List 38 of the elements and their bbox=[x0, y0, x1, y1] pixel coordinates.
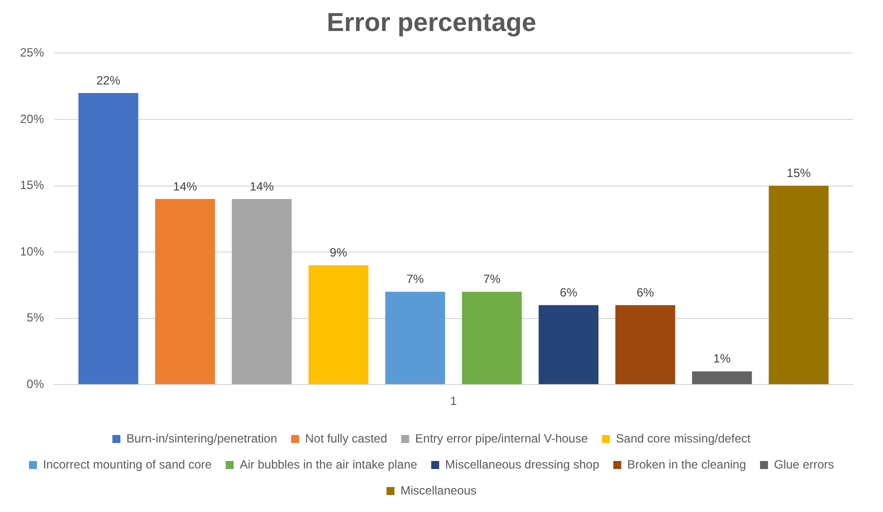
data-label: 1% bbox=[713, 352, 731, 366]
y-tick-label: 20% bbox=[20, 112, 44, 126]
legend-label: Incorrect mounting of sand core bbox=[42, 457, 212, 472]
y-tick-label: 25% bbox=[20, 46, 44, 60]
data-label: 9% bbox=[330, 246, 348, 260]
bar bbox=[78, 92, 138, 384]
bar bbox=[462, 292, 522, 384]
legend-label: Broken in the cleaning bbox=[627, 457, 746, 472]
bar bbox=[308, 265, 368, 384]
data-label: 14% bbox=[173, 179, 198, 194]
data-label: 22% bbox=[96, 73, 121, 88]
y-tick-label: 15% bbox=[20, 178, 44, 192]
x-tick-label: 1 bbox=[450, 394, 458, 408]
bar bbox=[232, 199, 292, 384]
legend-label: Burn-in/sintering/penetration bbox=[126, 431, 278, 446]
y-tick-label: 10% bbox=[20, 244, 44, 258]
data-label: 7% bbox=[406, 272, 424, 286]
data-label: 7% bbox=[483, 272, 501, 286]
bar bbox=[615, 305, 676, 384]
bar bbox=[155, 199, 215, 384]
bar bbox=[385, 292, 446, 384]
chart-title: Error percentage bbox=[326, 6, 536, 37]
legend-label: Glue errors bbox=[774, 457, 834, 472]
legend-label: Entry error pipe/internal V-house bbox=[415, 431, 588, 446]
data-label: 6% bbox=[636, 285, 654, 300]
legend-label: Miscellaneous dressing shop bbox=[445, 457, 600, 472]
bar bbox=[538, 305, 598, 384]
y-tick-label: 5% bbox=[26, 310, 44, 325]
bar bbox=[692, 371, 752, 384]
legend-label: Miscellaneous bbox=[400, 483, 477, 498]
data-label: 14% bbox=[250, 179, 274, 194]
legend-label: Sand core missing/defect bbox=[616, 431, 752, 446]
legend-label: Air bubbles in the air intake plane bbox=[240, 457, 418, 472]
bar bbox=[768, 186, 829, 384]
legend-label: Not fully casted bbox=[305, 431, 388, 446]
y-tick-label: 0% bbox=[26, 376, 44, 391]
data-label: 15% bbox=[786, 166, 811, 180]
data-label: 6% bbox=[560, 285, 578, 300]
